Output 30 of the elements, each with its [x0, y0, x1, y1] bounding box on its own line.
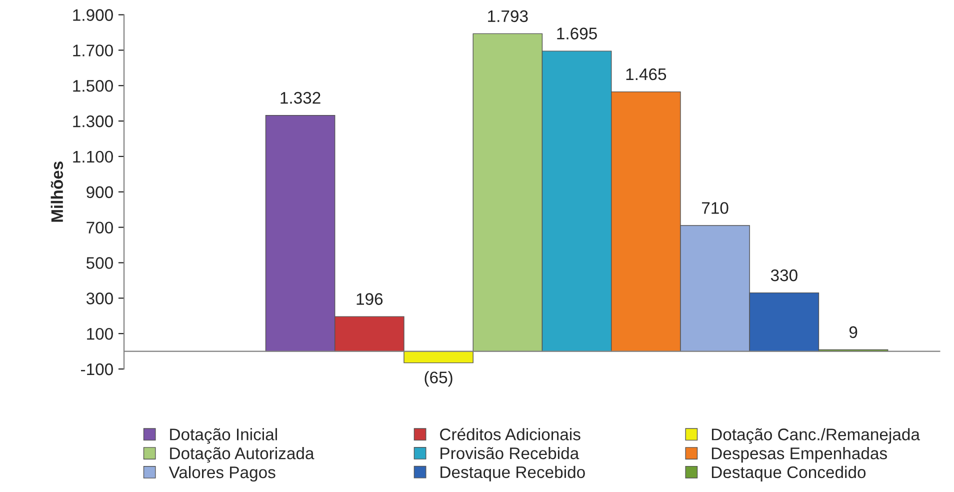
legend-label: Destaque Recebido	[440, 466, 585, 482]
legend-label: Valores Pagos	[168, 466, 276, 482]
data-label: 9	[849, 326, 858, 338]
y-tick-label: 1.300	[73, 115, 113, 128]
y-axis-title: Milhões	[50, 162, 64, 222]
data-label: 1.695	[557, 28, 597, 40]
y-tick-label: 1.700	[73, 44, 113, 56]
data-label: 330	[770, 269, 798, 282]
legend-label: Dotação Autorizada	[170, 447, 314, 463]
y-tick-label: 1.100	[73, 150, 113, 163]
data-label: (65)	[424, 371, 452, 387]
legend-label: Destaque Concedido	[712, 466, 866, 482]
y-tick-label: 100	[87, 328, 113, 340]
legend-label: Dotação Canc./Remanejada	[712, 428, 920, 444]
y-tick-label: -100	[80, 363, 113, 376]
data-label: 710	[702, 202, 728, 214]
y-tick-label: 1.500	[73, 80, 113, 92]
y-tick-label: 500	[86, 257, 113, 269]
y-tick-label: 300	[86, 292, 113, 304]
legend-label: Dotação Inicial	[170, 428, 277, 444]
y-tick-label: 900	[86, 186, 113, 198]
data-label: 196	[356, 293, 383, 305]
data-label: 1.465	[626, 68, 666, 80]
data-label: 1.793	[488, 10, 528, 22]
legend-label: Despesas Empenhadas	[712, 447, 887, 463]
legend-label: Provisão Recebida	[440, 446, 580, 460]
legend-label: Créditos Adicionais	[440, 428, 580, 440]
y-tick-label: 700	[86, 222, 113, 234]
y-tick-label: 1.900	[73, 9, 113, 21]
data-label: 1.332	[280, 92, 320, 104]
